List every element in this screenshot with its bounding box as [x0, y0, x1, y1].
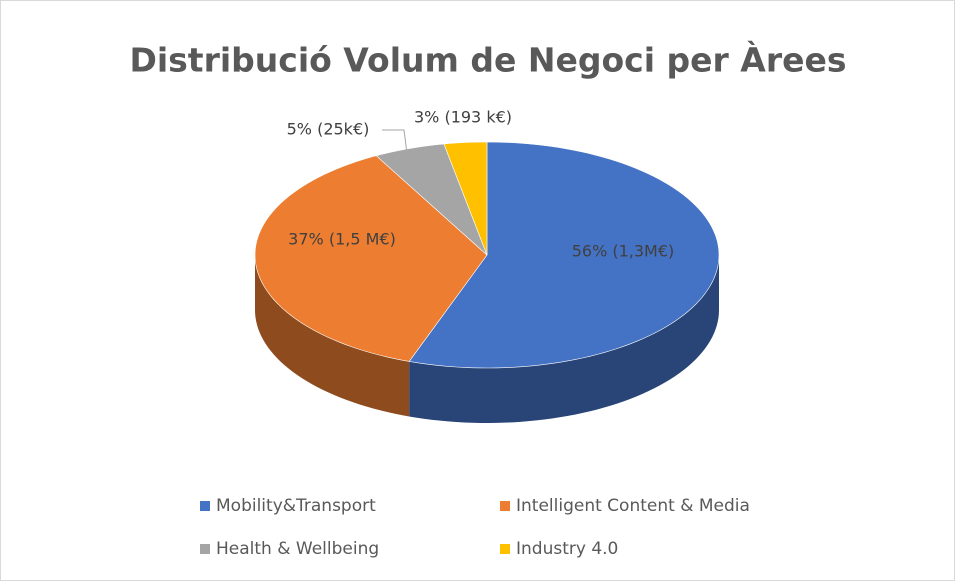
slice-side [255, 255, 410, 417]
chart-title: Distribució Volum de Negoci per Àrees [129, 40, 846, 80]
slice [254, 155, 488, 362]
slice [375, 143, 488, 256]
legend-swatch [500, 544, 510, 554]
legend-swatch [200, 544, 210, 554]
slice-side [409, 255, 719, 423]
legend-swatch [500, 501, 510, 511]
data-label: 5% (25k€) [287, 120, 370, 139]
data-label: 37% (1,5 M€) [288, 230, 396, 249]
legend-label: Mobility&Transport [216, 496, 376, 516]
legend-swatch [200, 501, 210, 511]
slice [443, 141, 488, 256]
slice [408, 141, 720, 369]
data-label: 56% (1,3M€) [572, 242, 675, 261]
leader-line [382, 129, 408, 155]
data-label: 3% (193 k€) [414, 108, 512, 127]
legend-label: Health & Wellbeing [216, 539, 379, 559]
legend-label: Intelligent Content & Media [516, 496, 750, 516]
legend-label: Industry 4.0 [516, 539, 618, 559]
